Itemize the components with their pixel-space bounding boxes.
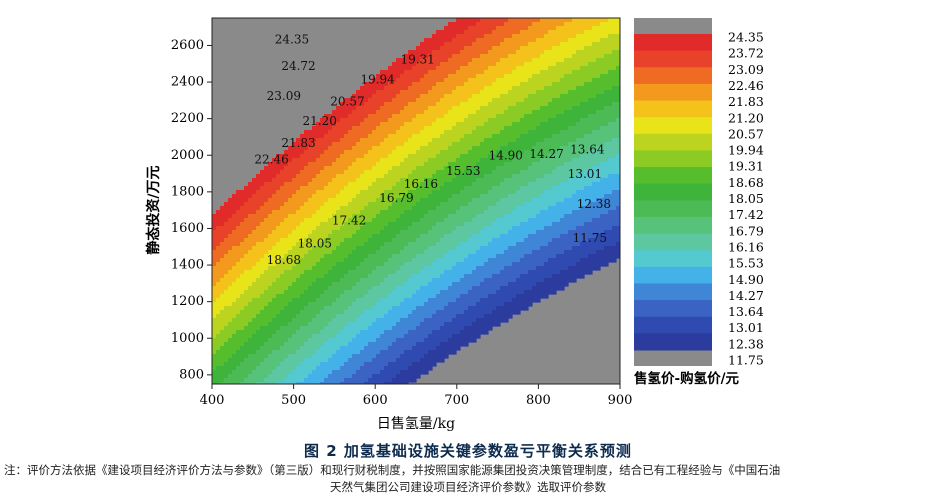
contour-figure: 24.3524.7223.0921.2021.8322.4620.5719.94… [145,17,764,432]
contour-label-20: 11.75 [573,231,607,245]
contour-label-1: 24.72 [281,59,315,73]
colorbar-top-swatch [634,18,712,34]
colorbar-tick-label: 22.46 [728,78,764,93]
colorbar-tick-label: 23.72 [728,46,764,61]
y-axis-label: 静态投资/万元 [145,165,162,254]
y-axis: 800 1000 1200 1400 1600 1800 2000 2200 2400 2600 [171,38,212,382]
plot-frame [211,17,621,385]
contour-plot-area [212,18,620,384]
colorbar-band [634,333,712,351]
colorbar-band [634,216,712,235]
y-tick-label: 1000 [171,331,204,346]
x-tick-label: 800 [526,393,551,408]
colorbar-tick-label: 17.42 [728,207,764,222]
colorbar-tick-label: 20.57 [728,126,764,141]
colorbar-tick-label: 19.94 [728,143,764,158]
colorbar-band [634,67,712,85]
colorbar-tick-label: 13.64 [728,304,764,319]
x-tick-label: 400 [200,393,225,408]
contour-label-16: 14.27 [529,147,563,161]
y-tick-label: 800 [179,367,204,382]
contour-label-13: 16.16 [404,177,438,191]
colorbar-band [634,233,712,251]
x-tick-label: 700 [444,393,469,408]
figure-note-line-1: 注：评价方法依据《建设项目经济评价方法与参数》（第三版）和现行财税制度，并按照国… [4,463,781,477]
contour-label-18: 13.01 [568,167,602,181]
contour-label-15: 14.90 [489,149,523,163]
colorbar-tick-label: 23.09 [728,62,764,77]
colorbar-band [634,83,712,102]
y-tick-label: 2200 [171,111,204,126]
colorbar-tick-label: 14.27 [728,288,764,303]
contour-label-14: 15.53 [446,164,480,178]
contour-label-17: 13.64 [570,142,605,156]
colorbar-tick-label: 14.90 [728,272,764,287]
colorbar-band [634,300,712,318]
contour-label-6: 20.57 [330,95,364,109]
x-axis-label: 日售氢量/kg [377,416,455,432]
colorbar-tick-label: 21.83 [728,94,764,109]
colorbar-tick-label: 15.53 [728,256,764,271]
colorbar-band [634,50,712,68]
colorbar-tick-label: 12.38 [728,336,764,351]
colorbar-tick-label: 21.20 [728,110,764,125]
contour-label-12: 16.79 [379,191,413,205]
contour-label-10: 18.05 [298,237,332,251]
contour-label-11: 17.42 [332,214,366,228]
y-tick-label: 2000 [171,148,204,163]
contour-label-9: 18.68 [267,253,301,267]
colorbar-tick-label: 24.35 [728,30,764,45]
colorbar-tick-label: 18.05 [728,191,764,206]
contour-label-5: 22.46 [254,152,288,166]
figure-note-line-2: 天然气集团公司建设项目经济评价参数》选取评价参数 [330,480,606,494]
colorbar-band [634,250,712,268]
colorbar-tick-label: 11.75 [728,353,764,368]
x-tick-label: 500 [281,393,306,408]
contour-label-2: 23.09 [267,89,301,103]
colorbar-band [634,150,712,168]
y-tick-label: 2400 [171,75,204,90]
y-tick-label: 1600 [171,221,204,236]
contour-label-7: 19.94 [360,73,395,87]
contour-label-19: 12.38 [577,197,611,211]
y-tick-label: 1400 [171,258,204,273]
colorbar-band [634,133,712,151]
colorbar-bottom-swatch [634,350,712,366]
colorbar-tick-label: 19.31 [728,159,764,174]
contour-label-0: 24.35 [275,32,309,46]
colorbar-band [634,283,712,301]
figure-caption: 图 2 加氢基础设施关键参数盈亏平衡关系预测 [304,442,632,460]
colorbar-band [634,183,712,201]
colorbar-band [634,100,712,118]
colorbar-tick-label: 18.68 [728,175,764,190]
contour-label-8: 19.31 [400,53,434,67]
colorbar-tick-label: 16.79 [728,223,764,238]
contour-label-4: 21.83 [281,136,315,150]
colorbar-label: 售氢价-购氢价/元 [633,370,740,387]
x-tick-label: 600 [363,393,388,408]
x-axis: 400 500 600 700 800 900 [200,384,633,408]
colorbar-band [634,167,712,185]
contour-label-3: 21.20 [303,114,337,128]
y-tick-label: 2600 [171,38,204,53]
y-tick-label: 1800 [171,184,204,199]
colorbar-band [634,266,712,284]
x-tick-label: 900 [608,393,633,408]
colorbar-tick-label: 13.01 [728,320,764,335]
y-tick-label: 1200 [171,294,204,309]
colorbar-tick-label: 16.16 [728,239,764,254]
colorbar-band [634,117,712,135]
colorbar-band [634,200,712,218]
colorbar-band [634,316,712,334]
colorbar-band [634,34,712,52]
